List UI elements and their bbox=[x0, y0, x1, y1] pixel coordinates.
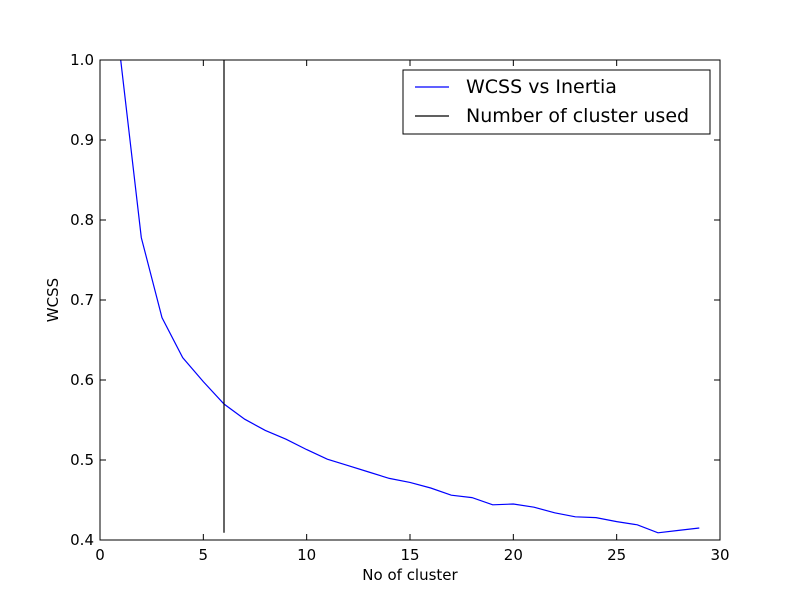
series-line-0 bbox=[120, 59, 700, 534]
y-tick-label: 0.8 bbox=[70, 211, 94, 229]
y-tick-label: 0.9 bbox=[70, 131, 94, 149]
y-axis-label: WCSS bbox=[44, 278, 62, 322]
y-tick-label: 0.5 bbox=[70, 451, 94, 469]
y-tick-label: 0.7 bbox=[70, 291, 94, 309]
x-tick-label: 30 bbox=[710, 546, 729, 564]
y-tick-label: 0.4 bbox=[70, 531, 94, 549]
axes: 0 5 10 15 20 25 30 0.4 0.5 0.6 0.7 0.8 0.9 1.0 bbox=[70, 51, 729, 564]
legend-box bbox=[402, 69, 711, 135]
x-tick-label: 15 bbox=[400, 546, 419, 564]
legend-label-0: WCSS vs Inertia bbox=[466, 76, 617, 98]
x-tick-label: 25 bbox=[607, 546, 626, 564]
y-tick-label: 0.6 bbox=[70, 371, 94, 389]
y-tick-label: 1.0 bbox=[70, 51, 94, 69]
plot-area bbox=[120, 59, 700, 534]
legend: WCSS vs Inertia Number of cluster used bbox=[402, 69, 711, 135]
x-axis-label: No of cluster bbox=[362, 566, 458, 584]
x-tick-label: 20 bbox=[504, 546, 523, 564]
x-tick-label: 0 bbox=[95, 546, 105, 564]
x-tick-label: 5 bbox=[199, 546, 209, 564]
x-tick-label: 10 bbox=[297, 546, 316, 564]
legend-label-1: Number of cluster used bbox=[466, 105, 689, 127]
